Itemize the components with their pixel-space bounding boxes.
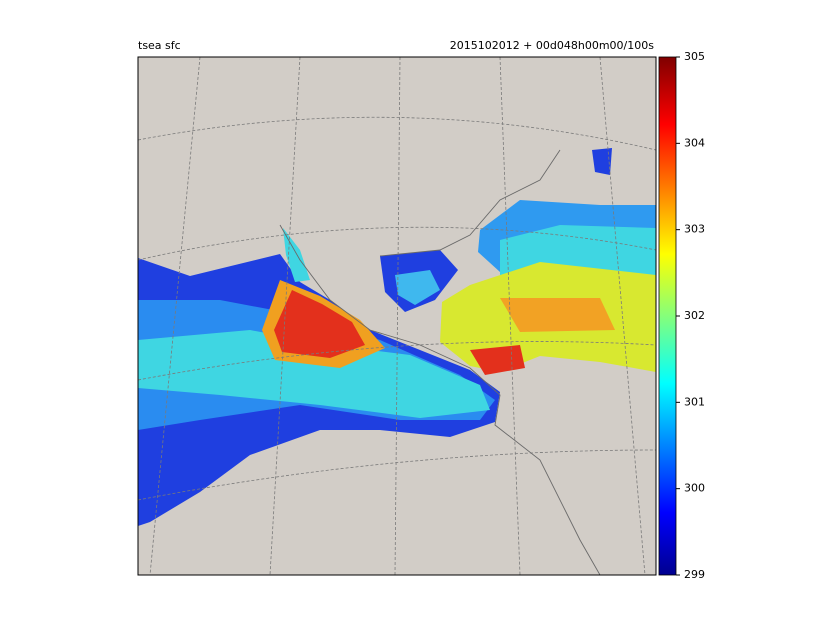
colorbar-tick-label: 300 — [684, 482, 705, 495]
right-title: 2015102012 + 00d048h00m00/100s — [450, 39, 655, 52]
map — [138, 57, 656, 575]
colorbar-tick-label: 305 — [684, 50, 705, 63]
colorbar-tick-label: 299 — [684, 568, 705, 581]
colorbar-tick-label: 304 — [684, 136, 705, 149]
colorbar — [658, 56, 677, 576]
left-title: tsea sfc — [138, 39, 181, 52]
colorbar-ticks: 299 300 301 302 303 304 305 — [676, 50, 705, 581]
colorbar-tick-label: 301 — [684, 395, 705, 408]
colorbar-tick-label: 302 — [684, 309, 705, 322]
map-frame — [137, 56, 657, 576]
colorbar-tick-label: 303 — [684, 223, 705, 236]
